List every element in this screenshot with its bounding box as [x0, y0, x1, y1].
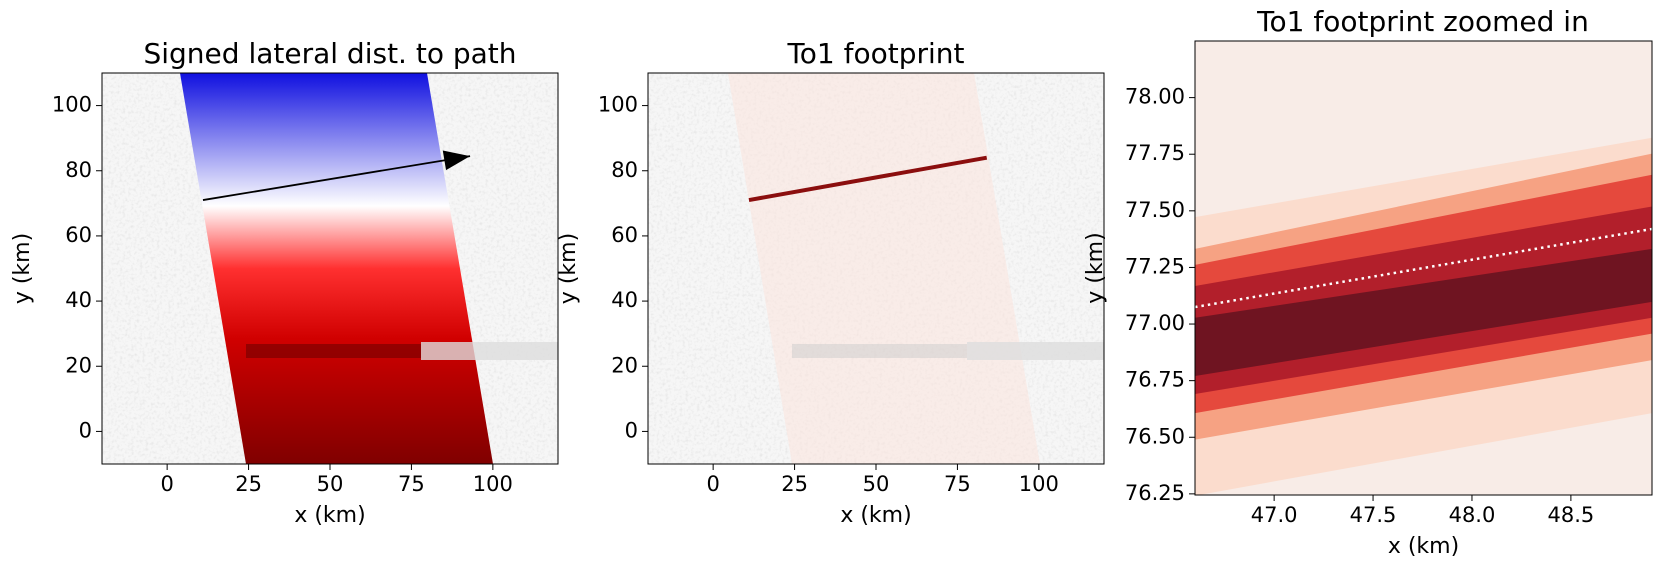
y-tick-label: 20 [65, 353, 92, 377]
y-tick-label: 76.25 [1125, 481, 1185, 505]
y-tick-label: 77.50 [1125, 198, 1185, 222]
arrow-head [442, 150, 471, 171]
y-tick-label: 76.50 [1125, 424, 1185, 448]
x-tick-label: 0 [706, 472, 719, 496]
x-axis-label: x (km) [840, 503, 911, 528]
x-tick-label: 25 [781, 472, 808, 496]
panel-1-background [102, 73, 558, 464]
y-tick-label: 80 [611, 158, 638, 182]
x-tick-label: 50 [863, 472, 890, 496]
path-line [202, 155, 471, 201]
x-tick-label: 100 [1019, 472, 1059, 496]
chart-title: To1 footprint [786, 37, 964, 70]
y-axis-label: y (km) [1083, 232, 1108, 303]
x-tick-label: 75 [398, 472, 425, 496]
contour-band [1195, 248, 1652, 377]
y-tick-label: 77.75 [1125, 141, 1185, 165]
y-axis-label: y (km) [556, 233, 581, 304]
plot-area [748, 155, 988, 203]
path-line [748, 155, 988, 203]
x-tick-label: 48.5 [1548, 503, 1595, 527]
chart-title: Signed lateral dist. to path [143, 37, 516, 70]
x-tick-label: 0 [160, 472, 173, 496]
x-tick-label: 47.0 [1251, 503, 1298, 527]
x-axis-label: x (km) [294, 503, 365, 528]
y-tick-label: 60 [611, 223, 638, 247]
x-tick-label: 25 [235, 472, 262, 496]
y-tick-label: 80 [65, 158, 92, 182]
x-tick-label: 100 [473, 472, 513, 496]
panel-3-contours [1195, 41, 1652, 495]
y-tick-label: 60 [65, 223, 92, 247]
y-tick-label: 76.75 [1125, 368, 1185, 392]
x-tick-label: 48.0 [1449, 503, 1496, 527]
y-tick-label: 40 [611, 288, 638, 312]
x-axis-label: x (km) [1388, 534, 1459, 559]
axes-frame [1194, 40, 1653, 496]
plot-area [202, 150, 471, 201]
y-tick-label: 40 [65, 288, 92, 312]
x-tick-label: 75 [944, 472, 971, 496]
y-tick-label: 20 [611, 353, 638, 377]
x-tick-label: 47.5 [1350, 503, 1397, 527]
chart-title: To1 footprint zoomed in [1256, 5, 1589, 38]
y-tick-label: 100 [52, 93, 92, 117]
x-tick-label: 50 [317, 472, 344, 496]
y-tick-label: 0 [79, 418, 92, 442]
panel-2-background [648, 73, 1104, 464]
y-tick-label: 77.00 [1125, 311, 1185, 335]
y-axis-label: y (km) [10, 233, 35, 304]
y-tick-label: 77.25 [1125, 254, 1185, 278]
y-tick-label: 0 [625, 418, 638, 442]
y-tick-label: 100 [598, 93, 638, 117]
y-tick-label: 78.00 [1125, 85, 1185, 109]
